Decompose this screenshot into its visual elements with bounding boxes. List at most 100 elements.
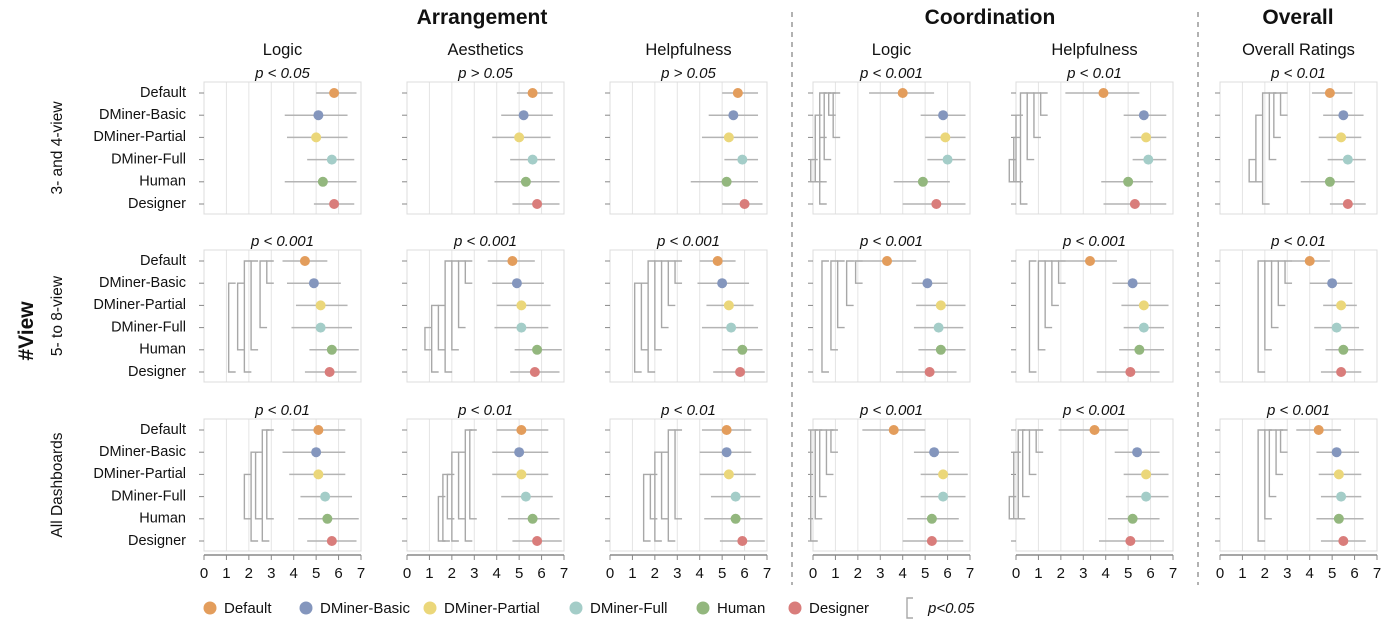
significance-bracket bbox=[1261, 92, 1270, 205]
mean-point bbox=[942, 154, 953, 165]
column-title: Helpfulness bbox=[645, 41, 731, 59]
significance-bracket bbox=[830, 429, 838, 453]
x-tick-label: 1 bbox=[1238, 565, 1246, 582]
significance-bracket bbox=[667, 260, 676, 307]
x-tick-label: 0 bbox=[1216, 565, 1224, 582]
legend-swatch bbox=[569, 601, 583, 615]
x-tick-label: 6 bbox=[334, 565, 342, 582]
mean-point bbox=[315, 300, 326, 311]
x-tick-label: 1 bbox=[831, 565, 839, 582]
mean-point bbox=[938, 491, 949, 502]
significance-bracket bbox=[464, 260, 473, 284]
p-value: p < 0.01 bbox=[660, 402, 716, 419]
panel: p < 0.001 0 1 2 3 4 5 6 7 bbox=[1008, 402, 1177, 582]
mean-point bbox=[520, 176, 531, 187]
panel: p < 0.001 bbox=[808, 233, 971, 383]
panel-frame bbox=[1015, 418, 1174, 552]
significance-bracket bbox=[667, 429, 676, 542]
mean-point bbox=[737, 344, 748, 355]
mean-point bbox=[1336, 491, 1347, 502]
significance-bracket bbox=[266, 429, 274, 520]
x-tick-label: 2 bbox=[1261, 565, 1269, 582]
category-label: Human bbox=[139, 511, 186, 527]
category-label: DMiner-Basic bbox=[99, 107, 186, 123]
significance-bracket bbox=[1255, 114, 1263, 183]
mean-point bbox=[723, 469, 734, 480]
p-value: p < 0.01 bbox=[1066, 65, 1122, 82]
significance-bracket bbox=[1284, 260, 1293, 284]
significance-bracket bbox=[250, 451, 259, 542]
category-label: Designer bbox=[128, 533, 186, 549]
significance-bracket bbox=[1279, 92, 1288, 116]
x-tick-label: 4 bbox=[696, 565, 704, 582]
column-title: Logic bbox=[263, 41, 302, 59]
mean-point bbox=[1098, 88, 1109, 98]
mean-point bbox=[1327, 278, 1338, 289]
mean-point bbox=[938, 469, 949, 480]
mean-point bbox=[1138, 300, 1149, 311]
mean-point bbox=[311, 132, 322, 143]
x-tick-label: 3 bbox=[876, 565, 884, 582]
mean-point bbox=[1338, 110, 1349, 121]
significance-bracket bbox=[819, 429, 827, 498]
column-title: Logic bbox=[872, 41, 911, 59]
x-tick-label: 2 bbox=[448, 565, 456, 582]
mean-point bbox=[723, 300, 734, 311]
significance-bracket bbox=[1268, 92, 1277, 161]
significance-bracket bbox=[832, 92, 841, 139]
significance-bracket bbox=[814, 114, 823, 183]
significance-bracket bbox=[674, 429, 683, 520]
significance-bracket bbox=[1268, 429, 1277, 498]
significance-bracket bbox=[810, 158, 818, 183]
mean-point bbox=[929, 447, 940, 458]
x-tick-label: 3 bbox=[673, 565, 681, 582]
panel-frame bbox=[1219, 249, 1378, 383]
mean-point bbox=[935, 344, 946, 355]
mean-point bbox=[1336, 132, 1347, 143]
mean-point bbox=[933, 322, 944, 333]
significance-bracket bbox=[1264, 429, 1272, 520]
mean-point bbox=[516, 425, 527, 435]
mean-point bbox=[721, 447, 732, 458]
panel: p < 0.01 bbox=[1215, 233, 1378, 383]
panel: p < 0.01 bbox=[1215, 65, 1378, 215]
category-label: DMiner-Full bbox=[111, 488, 186, 504]
significance-bracket bbox=[1264, 260, 1272, 351]
significance-bracket bbox=[1248, 158, 1257, 183]
mean-point bbox=[326, 344, 337, 355]
x-tick-label: 0 bbox=[403, 565, 411, 582]
significance-bracket bbox=[437, 495, 446, 542]
significance-bracket bbox=[1028, 429, 1037, 476]
significance-bracket bbox=[444, 260, 453, 373]
panel-frame bbox=[406, 418, 565, 552]
mean-point bbox=[329, 199, 340, 209]
mean-point bbox=[317, 176, 328, 187]
mean-point bbox=[735, 367, 746, 377]
mean-point bbox=[320, 491, 331, 502]
group-title: Coordination bbox=[925, 6, 1056, 29]
significance-bracket bbox=[821, 260, 829, 373]
mean-point bbox=[1143, 154, 1154, 165]
significance-bracket bbox=[819, 92, 827, 205]
mean-point bbox=[728, 110, 739, 121]
mean-point bbox=[917, 176, 928, 187]
significance-bracket bbox=[647, 260, 656, 373]
category-label: DMiner-Basic bbox=[99, 444, 186, 460]
mean-point bbox=[1324, 176, 1335, 187]
x-tick-label: 4 bbox=[290, 565, 298, 582]
x-tick-label: 2 bbox=[854, 565, 862, 582]
p-value: p < 0.001 bbox=[859, 402, 923, 419]
panel-frame bbox=[812, 249, 971, 383]
mean-point bbox=[926, 536, 937, 546]
category-label: Human bbox=[139, 174, 186, 190]
x-tick-label: 7 bbox=[1169, 565, 1177, 582]
x-tick-label: 6 bbox=[740, 565, 748, 582]
mean-point bbox=[737, 536, 748, 546]
panel-frame bbox=[203, 418, 362, 552]
x-tick-label: 3 bbox=[1079, 565, 1087, 582]
group-title: Overall bbox=[1262, 6, 1333, 29]
panel-frame bbox=[609, 418, 768, 552]
column-title: Aesthetics bbox=[447, 41, 523, 59]
significance-bracket bbox=[1039, 92, 1048, 116]
significance-bracket bbox=[457, 260, 466, 329]
